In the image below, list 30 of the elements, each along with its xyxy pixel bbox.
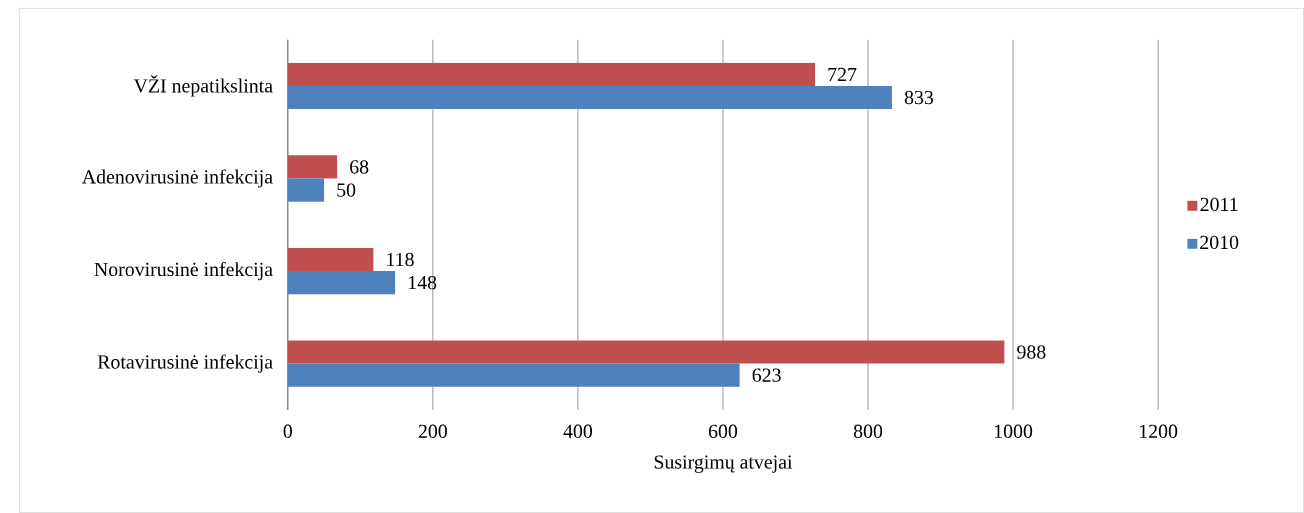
y-tick-label: Adenovirusinė infekcija <box>81 169 273 188</box>
y-tick-label: VŽI nepatikslinta <box>133 75 273 97</box>
y-tick-label: Norovirusinė infekcija <box>94 261 273 281</box>
y-tick-label: Rotavirusinė infekcija <box>97 354 273 373</box>
x-tick-label: 200 <box>418 424 447 438</box>
x-tick-label: 0 <box>283 424 292 438</box>
bar <box>287 62 816 86</box>
x-tick-label: 400 <box>563 424 593 438</box>
bar <box>287 178 325 202</box>
bar <box>287 363 740 387</box>
bar <box>287 85 892 110</box>
data-label: 148 <box>408 275 437 290</box>
data-label: 50 <box>337 183 356 197</box>
x-tick-label: 1200 <box>1140 424 1178 438</box>
bar <box>287 155 338 179</box>
bar <box>287 340 1005 364</box>
data-label: 118 <box>387 252 414 267</box>
data-label: 988 <box>1017 345 1046 359</box>
data-label: 623 <box>752 368 781 382</box>
bar <box>287 247 374 272</box>
data-label: 68 <box>350 160 369 174</box>
legend-label: 2010 <box>1200 235 1239 250</box>
data-label: 833 <box>904 90 934 105</box>
x-tick-label: 600 <box>708 424 738 438</box>
x-axis-title: Susirgimų atvejai <box>654 455 793 473</box>
legend-label: 2011 <box>1200 197 1238 212</box>
x-tick-label: 1000 <box>994 424 1033 438</box>
bar <box>287 271 396 295</box>
data-label: 727 <box>828 67 857 81</box>
x-tick-label: 800 <box>853 424 883 438</box>
